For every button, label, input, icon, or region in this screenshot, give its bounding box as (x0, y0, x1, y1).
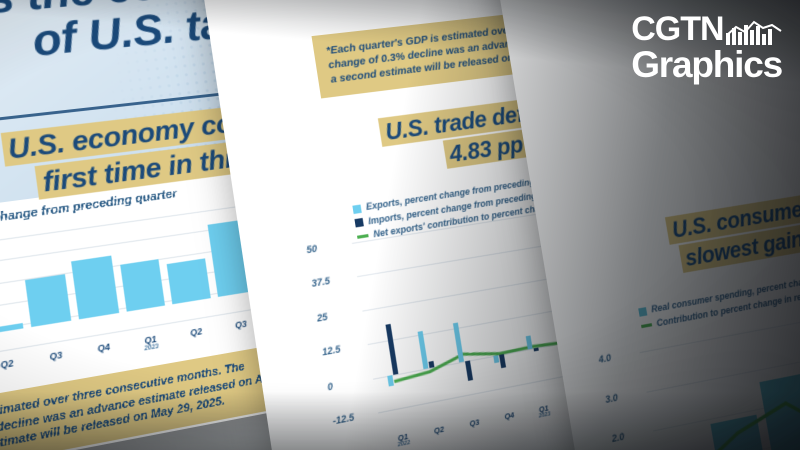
gridline (659, 384, 800, 450)
bar-column (0, 238, 26, 354)
x-tick: Q2 (0, 357, 15, 371)
x-tick: Q2 (433, 424, 445, 437)
bar (525, 335, 533, 350)
y-tick-label: 25 (316, 311, 329, 324)
legend-swatch-exports (352, 204, 362, 214)
bar (464, 360, 473, 381)
bar (385, 323, 399, 375)
x-tick: Q1 2022 (397, 431, 411, 449)
chart-subtitle-spending: U.S. consumer spending has slowest gain … (608, 164, 800, 286)
bar (0, 323, 24, 335)
logo-cgtn-text: CGTN (631, 10, 724, 48)
x-tick: Q3 (48, 349, 63, 362)
y-tick-label: 50 (305, 243, 318, 256)
legend-swatch-contribution (641, 322, 653, 328)
x-tick: Q3 (468, 417, 481, 429)
bar (493, 354, 500, 364)
logo-row-1: CGTN (631, 10, 782, 48)
y-tick-label: 3.0 (604, 391, 619, 405)
bar-column (67, 224, 121, 337)
x-tick: Q1 2023 (143, 333, 160, 353)
y-tick-label: 2.0 (611, 431, 626, 445)
bar (533, 347, 540, 352)
y-tick-label: 0 (326, 380, 334, 393)
gridline (666, 420, 800, 450)
y-tick-label: -12.5 (331, 411, 355, 427)
bar-chart-icon (725, 19, 782, 45)
bar (499, 353, 507, 369)
y-tick-label: 37.5 (310, 275, 331, 290)
logo-graphics-text: Graphics (631, 43, 783, 85)
bar (167, 258, 211, 305)
y-tick-label: 12.5 (321, 343, 342, 358)
bar (452, 322, 464, 363)
y-tick-label: 4.0 (597, 352, 612, 366)
x-tick: Q2 (189, 325, 203, 338)
bar-column (114, 218, 168, 329)
bar (71, 255, 120, 320)
x-tick: Q4 (96, 341, 111, 354)
cgtn-graphics-logo: CGTN Graphics (631, 10, 783, 85)
legend-swatch-imports (354, 218, 364, 228)
bar (387, 374, 394, 387)
logo-line-overlay (725, 20, 782, 36)
x-tick: Q1 2023 (538, 403, 552, 420)
x-tick: Q4 (503, 410, 515, 422)
bar-column (160, 212, 213, 322)
bar (417, 330, 429, 369)
bar (119, 258, 166, 312)
legend-swatch-real-spending (638, 306, 648, 317)
bar (710, 414, 772, 450)
legend-swatch-net-exports (357, 234, 369, 240)
bar (24, 274, 72, 328)
gridline (652, 348, 800, 432)
bar-column (19, 231, 74, 345)
bar (428, 360, 435, 368)
bar (759, 372, 800, 450)
x-axis-labels: Q22023Q3Q4Q12024Q2Q3Q4Q12025* (673, 445, 800, 450)
